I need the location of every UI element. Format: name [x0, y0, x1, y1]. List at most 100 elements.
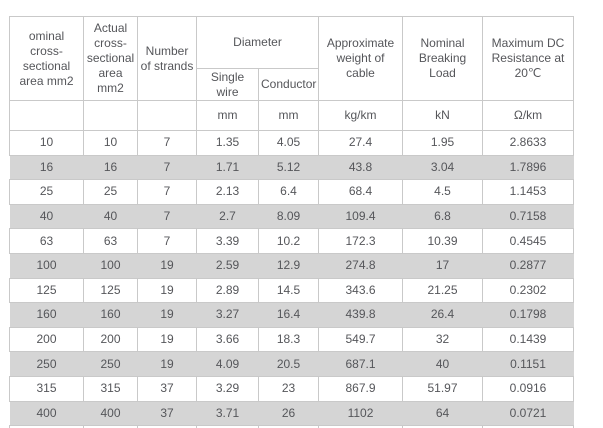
- cell-r11-c1: 315: [9, 375, 84, 402]
- cell-r1-c1: 10: [9, 130, 84, 156]
- col-header-single-wire: Single wire: [196, 68, 259, 101]
- cell-r5-c7: 10.39: [402, 228, 483, 254]
- col-header-conductor: Conductor: [258, 68, 319, 101]
- cell-r4-c1: 40: [9, 203, 84, 230]
- cell-r8-c2: 160: [83, 302, 138, 328]
- cell-r8-c3: 19: [137, 302, 197, 328]
- cell-r3-c1: 25: [9, 179, 84, 205]
- cell-r12-c5: 26: [258, 400, 319, 427]
- cell-r11-c5: 23: [258, 375, 319, 402]
- cell-r5-c4: 3.39: [196, 228, 259, 254]
- cell-r2-c2: 16: [83, 154, 138, 181]
- cell-r2-c1: 16: [9, 154, 84, 181]
- cell-r12-c7: 64: [402, 400, 483, 427]
- cell-r3-c6: 68.4: [318, 179, 403, 205]
- table-body: 10 10 7 1.35 4.05 27.4 1.95 2.8633 16 16 7 1.71 5.12…: [9, 130, 574, 428]
- cell-r8-c1: 160: [9, 302, 84, 328]
- table-row: 16 16 7 1.71 5.12 43.8 3.04 1.7896: [9, 154, 574, 181]
- cell-r9-c7: 32: [402, 326, 483, 353]
- col-header-nominal-area: ominal cross-sectional area mm2: [9, 16, 84, 101]
- cell-r12-c6: 1102: [318, 400, 403, 427]
- cell-r6-c8: 0.2877: [482, 252, 574, 279]
- cell-r3-c3: 7: [137, 179, 197, 205]
- col-header-weight: Approximate weight of cable: [318, 16, 403, 101]
- cell-r10-c4: 4.09: [196, 351, 259, 377]
- cell-r9-c8: 0.1439: [482, 326, 574, 353]
- col-header-actual-area: Actual cross-sectional area mm2: [83, 16, 138, 101]
- table-header: ominal cross-sectional area mm2 Actual c…: [9, 16, 574, 131]
- cell-r4-c7: 6.8: [402, 203, 483, 230]
- unit-cell-empty: [137, 100, 197, 131]
- cell-r8-c4: 3.27: [196, 302, 259, 328]
- table-row: 63 63 7 3.39 10.2 172.3 10.39 0.4545: [9, 228, 574, 254]
- cell-r2-c5: 5.12: [258, 154, 319, 181]
- cell-r10-c3: 19: [137, 351, 197, 377]
- cell-r7-c3: 19: [137, 277, 197, 304]
- cell-r5-c2: 63: [83, 228, 138, 254]
- cell-r12-c8: 0.0721: [482, 400, 574, 427]
- cell-r6-c1: 100: [9, 252, 84, 279]
- unit-cell-kn: kN: [402, 100, 483, 131]
- cell-r1-c4: 1.35: [196, 130, 259, 156]
- cell-r4-c8: 0.7158: [482, 203, 574, 230]
- cell-r2-c8: 1.7896: [482, 154, 574, 181]
- cell-r1-c5: 4.05: [258, 130, 319, 156]
- cell-r10-c2: 250: [83, 351, 138, 377]
- cell-r12-c1: 400: [9, 400, 84, 427]
- cell-r1-c8: 2.8633: [482, 130, 574, 156]
- cell-r6-c2: 100: [83, 252, 138, 279]
- cell-r10-c6: 687.1: [318, 351, 403, 377]
- cell-r1-c7: 1.95: [402, 130, 483, 156]
- cell-r5-c3: 7: [137, 228, 197, 254]
- cell-r3-c7: 4.5: [402, 179, 483, 205]
- cell-r9-c6: 549.7: [318, 326, 403, 353]
- table-row: 400 400 37 3.71 26 1102 64 0.0721: [9, 400, 574, 427]
- cell-r12-c2: 400: [83, 400, 138, 427]
- cell-r5-c6: 172.3: [318, 228, 403, 254]
- cell-r2-c6: 43.8: [318, 154, 403, 181]
- unit-cell-mm-single-wire: mm: [196, 100, 259, 131]
- cell-r8-c6: 439.8: [318, 302, 403, 328]
- unit-cell-kg-km: kg/km: [318, 100, 403, 131]
- cell-r3-c2: 25: [83, 179, 138, 205]
- cell-r11-c4: 3.29: [196, 375, 259, 402]
- cell-r7-c2: 125: [83, 277, 138, 304]
- col-header-strands: Number of strands: [137, 16, 197, 101]
- cell-r8-c5: 16.4: [258, 302, 319, 328]
- col-header-resistance: Maximum DC Resistance at 20℃: [482, 16, 574, 101]
- cell-r4-c6: 109.4: [318, 203, 403, 230]
- unit-cell-empty: [9, 100, 84, 131]
- cell-r3-c5: 6.4: [258, 179, 319, 205]
- cell-r9-c3: 19: [137, 326, 197, 353]
- col-header-breaking-load: Nominal Breaking Load: [402, 16, 483, 101]
- cell-r5-c5: 10.2: [258, 228, 319, 254]
- table-row: 125 125 19 2.89 14.5 343.6 21.25 0.2302: [9, 277, 574, 304]
- cell-r11-c7: 51.97: [402, 375, 483, 402]
- cable-spec-table: ominal cross-sectional area mm2 Actual c…: [9, 16, 574, 428]
- cell-r6-c4: 2.59: [196, 252, 259, 279]
- cell-r4-c5: 8.09: [258, 203, 319, 230]
- table-row: 25 25 7 2.13 6.4 68.4 4.5 1.1453: [9, 179, 574, 205]
- cell-r4-c2: 40: [83, 203, 138, 230]
- cell-r1-c2: 10: [83, 130, 138, 156]
- cell-r2-c3: 7: [137, 154, 197, 181]
- table-row: 250 250 19 4.09 20.5 687.1 40 0.1151: [9, 351, 574, 377]
- cell-r9-c4: 3.66: [196, 326, 259, 353]
- cell-r7-c8: 0.2302: [482, 277, 574, 304]
- col-header-diameter-group: Diameter: [196, 16, 319, 69]
- table-row: 40 40 7 2.7 8.09 109.4 6.8 0.7158: [9, 203, 574, 230]
- cell-r4-c4: 2.7: [196, 203, 259, 230]
- cell-r9-c1: 200: [9, 326, 84, 353]
- cell-r1-c3: 7: [137, 130, 197, 156]
- cell-r9-c2: 200: [83, 326, 138, 353]
- cell-r2-c4: 1.71: [196, 154, 259, 181]
- cell-r7-c1: 125: [9, 277, 84, 304]
- cell-r6-c6: 274.8: [318, 252, 403, 279]
- cell-r11-c6: 867.9: [318, 375, 403, 402]
- cell-r7-c7: 21.25: [402, 277, 483, 304]
- cell-r11-c3: 37: [137, 375, 197, 402]
- cell-r7-c5: 14.5: [258, 277, 319, 304]
- cell-r1-c6: 27.4: [318, 130, 403, 156]
- cell-r10-c7: 40: [402, 351, 483, 377]
